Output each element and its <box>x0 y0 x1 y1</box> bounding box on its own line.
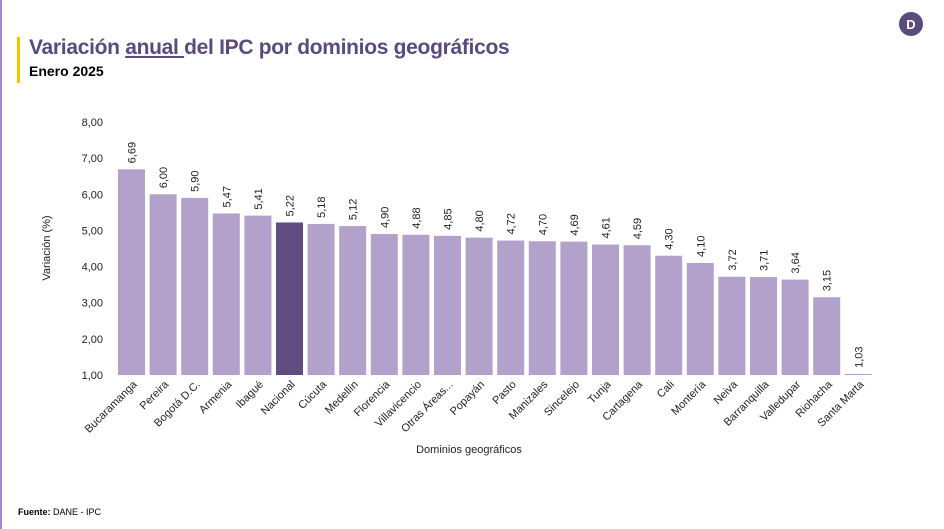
left-edge-line <box>0 0 2 529</box>
data-label: 5,47 <box>221 186 233 207</box>
bar-21 <box>781 279 809 375</box>
x-tick-label: Cali <box>655 379 677 401</box>
bar-13 <box>528 241 556 375</box>
bar-17 <box>655 255 683 375</box>
bar-0 <box>118 169 145 375</box>
bar-1 <box>149 194 177 375</box>
bar-18 <box>686 262 714 375</box>
data-label: 4,69 <box>569 214 581 235</box>
data-label: 4,10 <box>695 236 707 257</box>
source-note: Fuente: DANE - IPC <box>18 507 102 517</box>
data-label: 4,80 <box>474 210 486 231</box>
data-label: 5,90 <box>190 170 202 191</box>
y-tick-label: 6,00 <box>82 189 103 201</box>
x-tick-label: Sincelejo <box>542 379 582 419</box>
data-label: 5,12 <box>348 199 360 220</box>
bar-22 <box>813 297 841 375</box>
bar-9 <box>402 234 430 375</box>
data-label: 4,72 <box>506 213 518 234</box>
data-label: 1,03 <box>853 346 865 367</box>
x-tick-label: Tunja <box>586 378 614 406</box>
data-label: 5,41 <box>253 188 265 209</box>
bar-3 <box>212 213 240 375</box>
data-label: 4,61 <box>601 217 613 238</box>
x-tick-label: Pasto <box>490 379 518 407</box>
bar-16 <box>623 245 651 375</box>
y-axis-label: Variación (%) <box>41 215 53 280</box>
x-tick-label: Montería <box>669 378 709 418</box>
data-label: 3,71 <box>759 250 771 271</box>
data-label: 3,72 <box>727 249 739 270</box>
x-tick-label: Bucaramanga <box>83 378 141 436</box>
x-tick-label: Nacional <box>259 379 298 418</box>
bar-14 <box>560 241 588 375</box>
page-subtitle: Enero 2025 <box>29 63 104 79</box>
y-tick-label: 7,00 <box>82 153 103 165</box>
x-tick-label: Neiva <box>712 378 741 407</box>
bar-2 <box>181 197 209 375</box>
data-label: 4,59 <box>632 218 644 239</box>
bar-5 <box>276 222 303 375</box>
dane-logo: D <box>899 12 923 36</box>
bar-12 <box>497 240 525 375</box>
y-tick-label: 5,00 <box>82 225 103 237</box>
title-accent-bar <box>17 37 20 83</box>
data-label: 4,88 <box>411 207 423 228</box>
bar-11 <box>465 237 493 375</box>
x-tick-label: Popayán <box>448 379 487 418</box>
data-label: 3,15 <box>822 270 834 291</box>
data-label: 4,30 <box>664 228 676 249</box>
x-tick-label: Armenia <box>197 378 235 416</box>
data-label: 4,90 <box>379 207 391 228</box>
page-title: Variación anual del IPC por dominios geo… <box>29 36 510 59</box>
bar-6 <box>307 223 335 375</box>
data-label: 6,00 <box>158 167 170 188</box>
data-label: 3,64 <box>790 252 802 273</box>
data-label: 5,22 <box>285 195 297 216</box>
bar-10 <box>434 235 461 375</box>
bar-15 <box>592 244 619 375</box>
y-tick-label: 8,00 <box>82 117 103 129</box>
data-label: 5,18 <box>316 197 328 218</box>
y-tick-label: 2,00 <box>82 334 103 346</box>
bar-8 <box>370 234 398 375</box>
y-tick-label: 1,00 <box>82 370 103 382</box>
x-axis-label: Dominios geográficos <box>416 444 522 456</box>
bar-7 <box>339 226 367 375</box>
data-label: 4,85 <box>443 208 455 229</box>
bar-4 <box>244 215 272 375</box>
bar-20 <box>750 277 777 375</box>
bar-23 <box>844 373 872 375</box>
y-tick-label: 4,00 <box>82 262 103 274</box>
y-tick-label: 3,00 <box>82 298 103 310</box>
data-label: 6,69 <box>127 142 139 163</box>
bar-19 <box>718 276 746 375</box>
data-label: 4,70 <box>537 214 549 235</box>
